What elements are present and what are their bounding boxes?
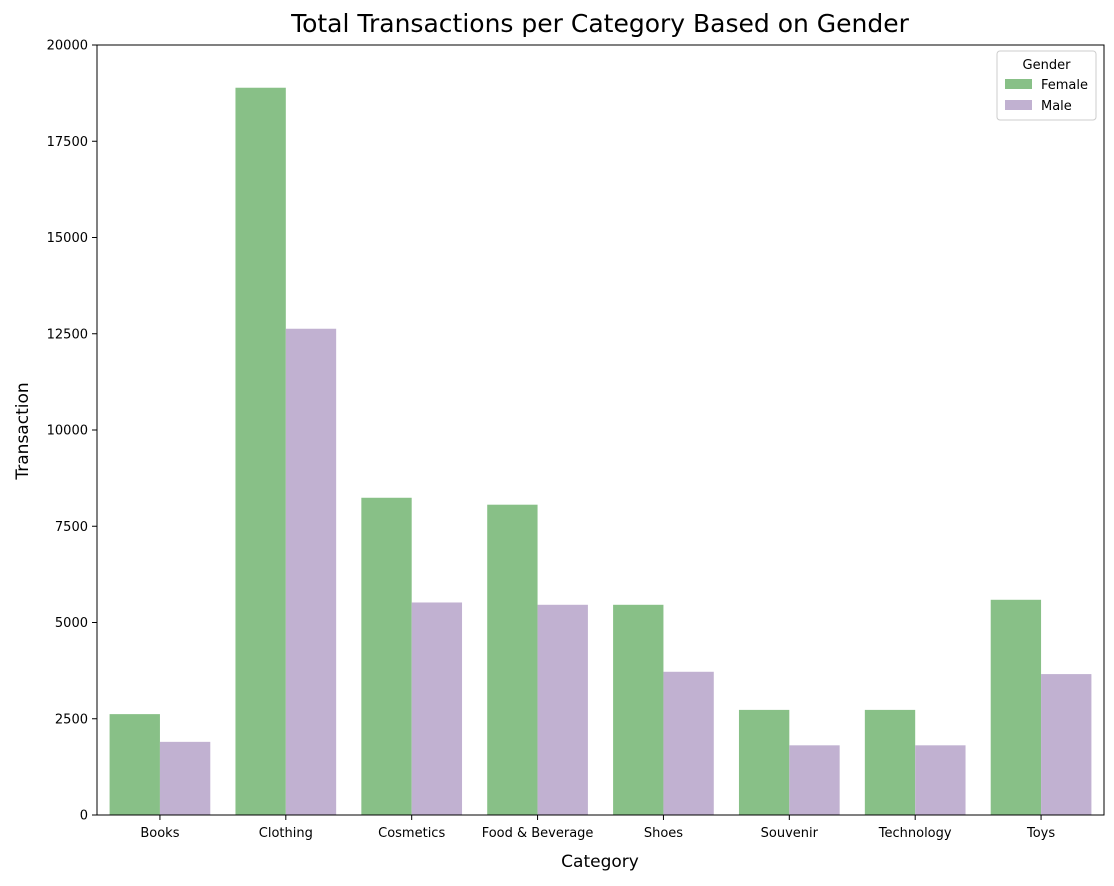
x-tick-label: Shoes: [644, 826, 683, 841]
x-tick-label: Toys: [1026, 826, 1055, 841]
bar-male-4: [663, 671, 714, 815]
x-tick-label: Souvenir: [761, 826, 819, 841]
bar-male-1: [285, 328, 337, 815]
bar-female-7: [990, 599, 1042, 815]
bar-male-3: [537, 604, 588, 815]
x-axis: Books Clothing Cosmetics Food & Beverage Sho…: [140, 815, 1055, 841]
y-tick-label: 17500: [47, 135, 88, 150]
y-tick-label: 7500: [55, 520, 88, 535]
bar-male-7: [1041, 674, 1092, 815]
y-tick-label: 0: [80, 809, 88, 824]
bar-female-4: [613, 604, 664, 815]
bar-female-2: [361, 497, 412, 815]
legend-label-female: Female: [1041, 78, 1088, 93]
y-tick-label: 20000: [47, 39, 88, 54]
y-axis-label: Transaction: [13, 382, 33, 480]
y-tick-label: 5000: [55, 616, 88, 631]
legend: Gender Female Male: [996, 50, 1097, 121]
bar-female-6: [864, 709, 916, 815]
bar-male-0: [159, 741, 211, 815]
x-tick-label: Technology: [878, 826, 952, 841]
x-tick-label: Food & Beverage: [482, 826, 594, 841]
x-tick-label: Books: [140, 826, 179, 841]
legend-swatch-male: [1005, 100, 1032, 110]
y-tick-label: 12500: [47, 327, 88, 342]
y-axis: 0 2500 5000 7500 10000 12500 15000 17500 20000: [47, 39, 97, 824]
chart-title: Total Transactions per Category Based on…: [290, 9, 910, 38]
plot-area: [96, 44, 1105, 816]
bar-female-0: [109, 714, 160, 815]
bar-female-1: [235, 87, 286, 816]
bar-male-2: [411, 602, 463, 815]
x-axis-label: Category: [561, 852, 639, 872]
y-tick-label: 2500: [55, 712, 88, 727]
legend-label-male: Male: [1041, 99, 1072, 114]
x-tick-label: Clothing: [259, 826, 313, 841]
y-tick-label: 15000: [47, 231, 88, 246]
bar-female-5: [738, 709, 790, 815]
bar-female-3: [487, 504, 538, 815]
x-tick-label: Cosmetics: [378, 826, 445, 841]
y-tick-label: 10000: [47, 424, 88, 439]
legend-swatch-female: [1005, 79, 1032, 89]
bar-male-6: [915, 745, 966, 815]
legend-title: Gender: [1023, 58, 1072, 73]
bar-male-5: [789, 745, 840, 815]
